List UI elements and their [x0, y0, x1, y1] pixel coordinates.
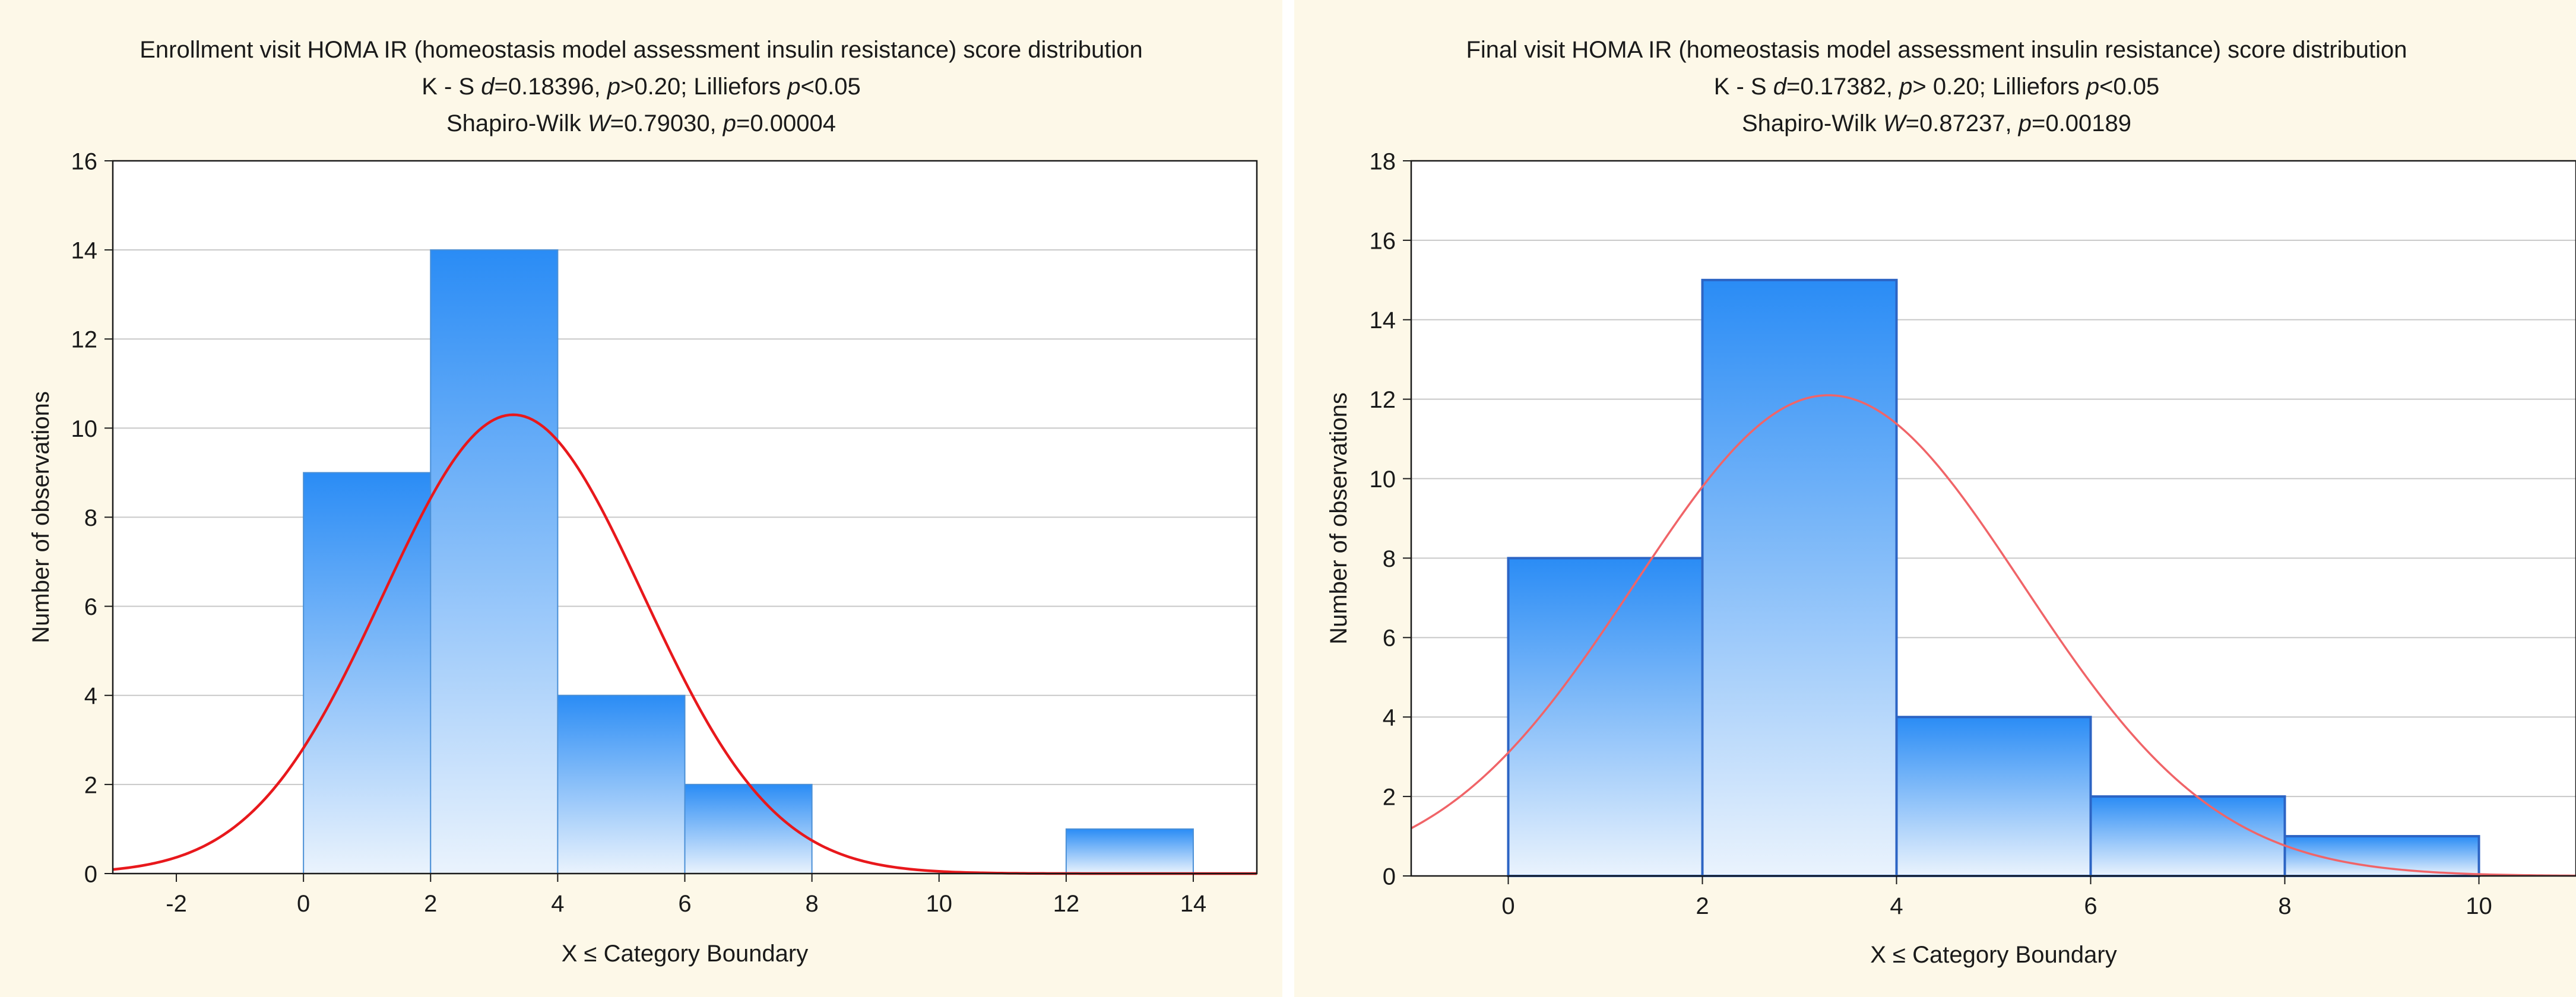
x-tick-label: 10	[926, 891, 952, 917]
chart-title: Enrollment visit HOMA IR (homeostasis mo…	[140, 37, 1143, 63]
x-tick-label: 10	[2466, 893, 2492, 919]
y-tick-label: 0	[1383, 863, 1396, 890]
x-tick-label: 14	[1180, 891, 1207, 917]
x-axis-label: X ≤ Category Boundary	[562, 941, 809, 967]
x-tick-label: 6	[2084, 893, 2097, 919]
subtitle-normality-tests: K - S d=0.18396, p>0.20; Lilliefors p<0.…	[422, 74, 860, 100]
y-tick-label: 2	[84, 772, 97, 798]
plot-frame	[1410, 160, 2576, 877]
subtitle-text: <0.05	[2099, 74, 2159, 100]
subtitle-stat-symbol: d	[481, 74, 495, 100]
chart-title: Final visit HOMA IR (homeostasis model a…	[1466, 37, 2407, 63]
histogram-bar	[1065, 828, 1194, 874]
normal-fit-curve	[1411, 394, 2576, 877]
subtitle-text: =0.79030,	[610, 110, 723, 136]
x-axis-label: X ≤ Category Boundary	[1870, 942, 2117, 968]
x-tick-label: 8	[805, 891, 818, 917]
x-tick-label: 0	[297, 891, 310, 917]
subtitle-text: > 0.20; Lilliefors	[1912, 74, 2086, 100]
subtitle-text: =0.00004	[736, 110, 836, 136]
x-tick-label: 12	[1053, 891, 1080, 917]
x-tick-label: 2	[424, 891, 437, 917]
y-tick-label: 18	[1370, 148, 1396, 174]
y-tick-label: 6	[84, 594, 97, 620]
final-histogram-panel: Final visit HOMA IR (homeostasis model a…	[1294, 0, 2576, 997]
x-tick-label: -2	[166, 891, 187, 917]
y-tick-label: 8	[1383, 546, 1396, 572]
subtitle-text: =0.00189	[2032, 110, 2131, 136]
final-histogram-chart: Final visit HOMA IR (homeostasis model a…	[1294, 0, 2576, 997]
y-tick-label: 4	[84, 683, 97, 709]
subtitle-stat-symbol: p	[1899, 74, 1912, 100]
subtitle-text: =0.17382,	[1786, 74, 1899, 100]
y-tick-label: 8	[84, 505, 97, 531]
y-axis-label: Number of observations	[1326, 392, 1352, 644]
y-tick-label: 14	[71, 238, 98, 264]
histogram-bar	[2089, 795, 2286, 877]
subtitle-stat-symbol: p	[2018, 110, 2032, 136]
histogram-bar	[1507, 557, 1704, 877]
subtitle-stat-symbol: p	[2086, 74, 2099, 100]
subtitle-stat-symbol: W	[1883, 110, 1908, 136]
subtitle-text: >0.20; Lilliefors	[620, 74, 787, 100]
subtitle-stat-symbol: p	[723, 110, 736, 136]
y-tick-label: 2	[1383, 785, 1396, 811]
x-tick-label: 4	[551, 891, 564, 917]
histogram-bar	[557, 694, 686, 874]
y-tick-label: 6	[1383, 625, 1396, 652]
y-tick-label: 12	[1370, 387, 1396, 413]
histogram-bar	[430, 249, 559, 874]
subtitle-normality-tests: K - S d=0.17382, p> 0.20; Lilliefors p<0…	[1714, 74, 2160, 100]
y-tick-label: 12	[71, 327, 98, 353]
y-tick-label: 0	[84, 861, 97, 887]
y-tick-label: 10	[71, 416, 98, 442]
x-tick-label: 2	[1696, 893, 1709, 919]
subtitle-stat-symbol: p	[607, 74, 620, 100]
subtitle-stat-symbol: d	[1773, 74, 1788, 100]
x-tick-label: 0	[1501, 893, 1514, 919]
subtitle-text: =0.18396,	[495, 74, 607, 100]
histogram-bar	[1701, 278, 1898, 878]
enrollment-histogram-chart: Enrollment visit HOMA IR (homeostasis mo…	[0, 0, 1282, 997]
subtitle-stat-symbol: p	[787, 74, 800, 100]
x-tick-label: 6	[678, 891, 691, 917]
subtitle-shapiro-wilk: Shapiro-Wilk W=0.87237, p=0.00189	[1742, 110, 2131, 136]
y-tick-label: 10	[1370, 466, 1396, 493]
subtitle-stat-symbol: W	[588, 110, 612, 136]
y-tick-label: 16	[71, 148, 98, 174]
histogram-bar	[1895, 716, 2092, 877]
x-tick-label: 8	[2278, 893, 2291, 919]
subtitle-text: K - S	[1714, 74, 1773, 100]
enrollment-histogram-panel: Enrollment visit HOMA IR (homeostasis mo…	[0, 0, 1282, 997]
subtitle-text: <0.05	[801, 74, 861, 100]
y-axis-label: Number of observations	[28, 391, 54, 643]
subtitle-text: Shapiro-Wilk	[446, 110, 588, 136]
subtitle-shapiro-wilk: Shapiro-Wilk W=0.79030, p=0.00004	[446, 110, 836, 136]
subtitle-text: K - S	[422, 74, 481, 100]
subtitle-text: Shapiro-Wilk	[1742, 110, 1883, 136]
y-tick-label: 14	[1370, 307, 1396, 334]
subtitle-text: =0.87237,	[1906, 110, 2019, 136]
histogram-bar	[2283, 835, 2480, 877]
y-tick-label: 4	[1383, 705, 1396, 731]
x-tick-label: 4	[1890, 893, 1903, 919]
y-tick-label: 16	[1370, 228, 1396, 254]
